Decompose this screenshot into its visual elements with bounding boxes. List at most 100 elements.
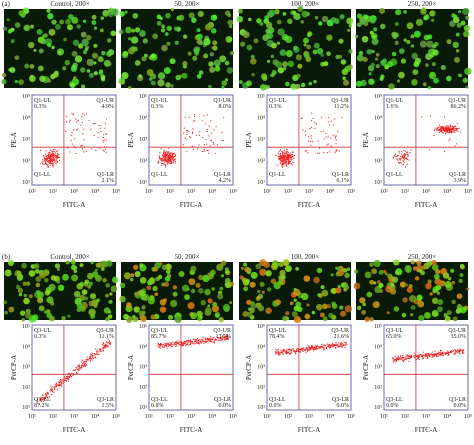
event-dot [50, 162, 53, 164]
event-dot [333, 344, 335, 346]
cells [118, 7, 235, 90]
x-tick-label: 10³ [187, 414, 195, 420]
cell [212, 301, 218, 307]
event-dot [103, 346, 105, 348]
event-dot [454, 349, 456, 352]
cell [111, 8, 119, 16]
event-dot [330, 145, 332, 147]
cell [146, 285, 152, 291]
cell [226, 67, 234, 74]
cell [101, 50, 106, 56]
event-dot [209, 339, 211, 341]
event-dot [70, 134, 72, 136]
y-tick-label: 10⁵ [139, 324, 147, 330]
event-dot [51, 157, 53, 160]
event-dot [90, 356, 92, 358]
cell [71, 50, 78, 57]
cell [427, 279, 432, 284]
cell [418, 315, 425, 322]
plot-frame [383, 94, 469, 186]
event-dot [55, 163, 57, 165]
event-dot [444, 132, 447, 135]
cell [108, 299, 113, 304]
event-dot [330, 137, 332, 139]
event-dot [49, 164, 51, 166]
cell [44, 290, 51, 296]
event-dot [59, 384, 61, 387]
cell [361, 35, 369, 43]
event-dot [397, 355, 399, 357]
event-dot [176, 345, 178, 347]
event-dot [281, 166, 284, 168]
event-dot [196, 337, 198, 340]
event-dot [92, 357, 94, 359]
event-dot [44, 153, 47, 155]
cell [190, 312, 197, 320]
event-dot [403, 149, 405, 152]
event-dot [42, 159, 44, 161]
event-dot [162, 162, 164, 165]
cell [33, 48, 37, 52]
event-dot [450, 351, 453, 354]
y-tick-label: 10⁵ [22, 94, 30, 100]
event-dot [186, 339, 188, 342]
event-dot [72, 113, 74, 116]
event-dot [160, 148, 162, 150]
panel-label: (b) [2, 253, 11, 261]
event-dot [325, 347, 328, 349]
y-tick-label: 10¹ [139, 405, 147, 411]
event-dot [83, 364, 86, 366]
event-dot [65, 130, 67, 132]
cell [18, 79, 24, 85]
event-dot [167, 159, 169, 161]
cell [148, 77, 152, 81]
cell [344, 285, 350, 290]
cell [320, 53, 324, 57]
quadrant-percent: 0.3% [269, 104, 282, 110]
event-dot [307, 140, 310, 142]
quadrant-percent: 11.2% [334, 104, 349, 110]
cell [431, 264, 439, 271]
cell [246, 311, 253, 318]
x-tick-label: 10³ [422, 189, 430, 195]
event-dot [86, 361, 88, 363]
event-dot [395, 361, 397, 363]
event-dot [404, 357, 407, 359]
cell [107, 310, 112, 314]
cell [125, 302, 132, 308]
event-dot [332, 342, 334, 345]
cell [108, 62, 112, 66]
event-dot [399, 357, 401, 359]
cell [130, 277, 134, 282]
event-dot [313, 350, 315, 352]
cell [267, 26, 275, 34]
x-axis-label: FITC-A [298, 426, 321, 434]
x-tick-label: 10⁵ [464, 189, 472, 195]
event-dot [434, 355, 436, 357]
quadrant-percent: 0.3% [151, 104, 164, 110]
cell [36, 29, 43, 35]
cell [120, 80, 126, 85]
cell [317, 293, 321, 297]
event-dot [187, 339, 190, 342]
cell [187, 51, 192, 56]
event-dot [430, 353, 432, 356]
cell [119, 295, 126, 303]
x-tick-label: 10³ [305, 189, 313, 195]
quadrant-name: Q3-UL [269, 328, 287, 334]
event-dot [424, 356, 426, 358]
event-dot [167, 345, 170, 347]
event-dot [338, 150, 340, 152]
cell [265, 270, 272, 277]
event-dot [293, 154, 296, 157]
cell [35, 282, 41, 288]
cell [419, 40, 427, 48]
cell [387, 61, 394, 68]
event-dot [439, 124, 441, 127]
event-dot [286, 155, 288, 157]
event-dot [177, 340, 179, 342]
event-dot [168, 162, 170, 164]
cell [91, 20, 97, 25]
cell [150, 314, 156, 320]
event-dot [204, 339, 207, 341]
